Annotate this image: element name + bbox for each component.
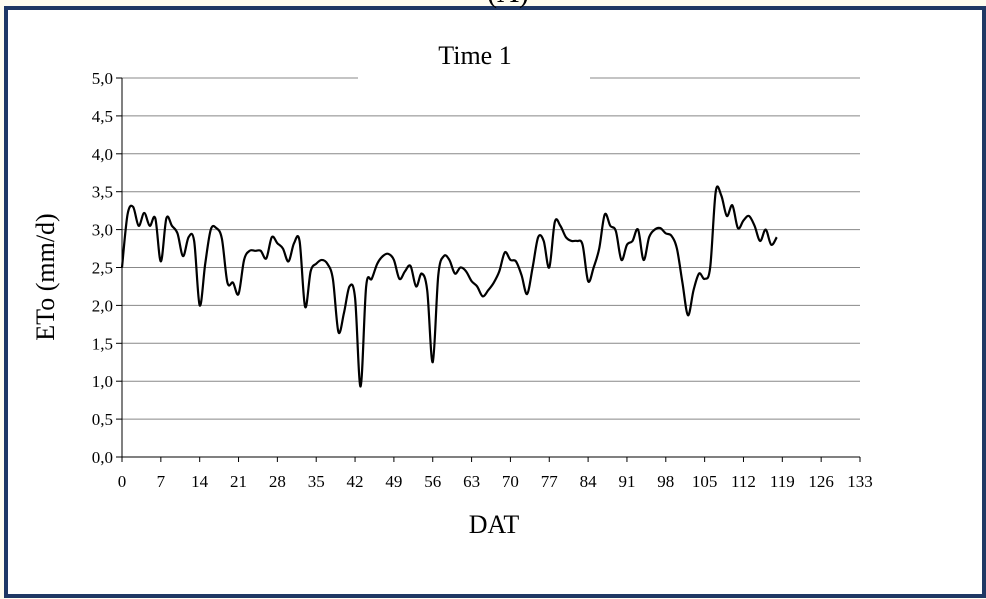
y-tick-label: 2,0 xyxy=(92,296,113,315)
x-tick-label: 133 xyxy=(847,472,873,491)
x-tick-label: 56 xyxy=(424,472,441,491)
x-tick-label: 98 xyxy=(657,472,674,491)
x-tick-label: 49 xyxy=(385,472,402,491)
y-tick-labels: 0,0 0,5 1,0 1,5 2,0 2,5 3,0 3,5 4,0 4,5 5,0 xyxy=(92,69,113,467)
chart-frame: (A) Time 1 0,0 0,5 1,0 1,5 2,0 2,5 3,0 3,5 4,0 4,… xyxy=(4,0,986,598)
x-tick-label: 84 xyxy=(580,472,598,491)
y-tick-label: 3,0 xyxy=(92,221,113,240)
x-tick-label: 21 xyxy=(230,472,247,491)
x-tick-label: 105 xyxy=(692,472,718,491)
y-tick-label: 5,0 xyxy=(92,69,113,88)
x-tick-label: 112 xyxy=(731,472,756,491)
x-tick-label: 126 xyxy=(808,472,834,491)
gridlines xyxy=(122,77,860,420)
y-tick-label: 4,5 xyxy=(92,107,113,126)
line-chart: Time 1 0,0 0,5 1,0 1,5 2,0 2,5 3,0 3,5 4,0 4,5 5,0… xyxy=(8,10,982,594)
x-tick-label: 119 xyxy=(770,472,795,491)
x-tick-label: 77 xyxy=(541,472,559,491)
series-line xyxy=(120,185,778,388)
title-background xyxy=(358,38,590,88)
y-tick-label: 4,0 xyxy=(92,145,113,164)
x-axis-label: DAT xyxy=(469,510,520,539)
x-tick-label: 91 xyxy=(618,472,635,491)
panel-label: (A) xyxy=(448,0,568,10)
x-tick-label: 63 xyxy=(463,472,480,491)
x-tick-label: 14 xyxy=(191,472,209,491)
x-tick-label: 7 xyxy=(157,472,166,491)
y-tick-label: 3,5 xyxy=(92,183,113,202)
y-tick-label: 1,0 xyxy=(92,372,113,391)
y-tick-label: 1,5 xyxy=(92,334,113,353)
chart-title: Time 1 xyxy=(438,41,511,70)
series-layer xyxy=(120,185,778,388)
panel-label-clip: (A) xyxy=(448,0,568,10)
x-tick-label: 0 xyxy=(118,472,127,491)
x-tick-labels: 0 7 14 21 28 35 42 49 56 63 70 77 84 91 98 105 112 119 126… xyxy=(118,472,873,491)
x-tick-label: 42 xyxy=(347,472,364,491)
x-tick-label: 70 xyxy=(502,472,519,491)
x-tick-label: 28 xyxy=(269,472,286,491)
y-axis-label: ETo (mm/d) xyxy=(31,213,60,340)
y-tick-label: 0,5 xyxy=(92,410,113,429)
y-tick-label: 2,5 xyxy=(92,259,113,278)
y-tick-label: 0,0 xyxy=(92,448,113,467)
x-tick-label: 35 xyxy=(308,472,325,491)
